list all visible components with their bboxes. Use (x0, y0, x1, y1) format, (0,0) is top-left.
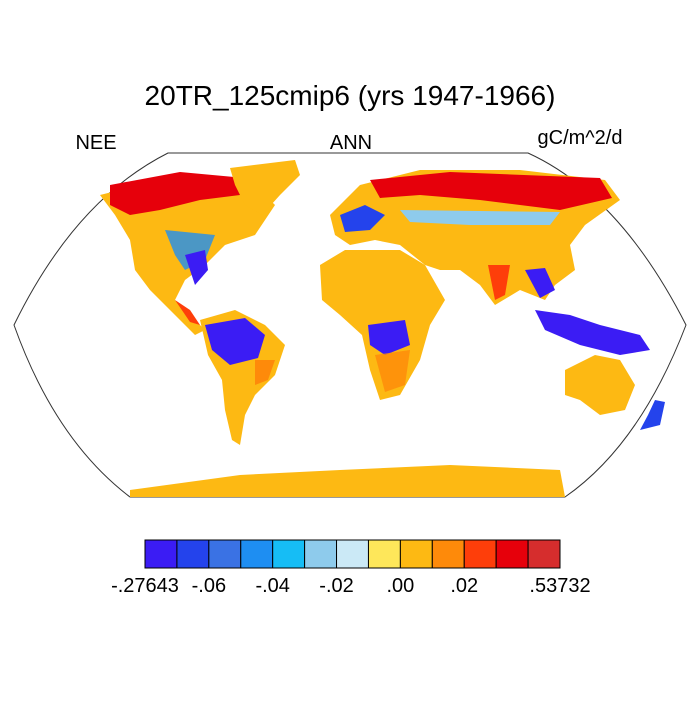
na-arctic (110, 172, 245, 215)
central-america (175, 300, 200, 325)
antarctica (130, 465, 565, 497)
new-zealand (640, 400, 665, 430)
congo (368, 320, 410, 355)
colorbar-box (176, 539, 210, 569)
colorbar-box (431, 539, 465, 569)
southern-africa (375, 350, 410, 392)
boreal (400, 210, 560, 225)
colorbar-box (336, 539, 369, 569)
colorbar-box (495, 539, 529, 569)
colorbar-tick-label: -.02 (319, 575, 353, 597)
map (13, 152, 687, 498)
colorbar-box (208, 539, 242, 569)
se-asia (525, 268, 555, 298)
europe (340, 205, 385, 232)
right-label: gC/m^2/d (538, 127, 623, 149)
colorbar-tick-label: -.06 (192, 575, 226, 597)
colorbar-box (144, 539, 178, 569)
colorbar-tick-label: -.04 (255, 575, 289, 597)
amazon (205, 318, 265, 365)
siberia (370, 172, 612, 210)
india (488, 265, 510, 300)
colorbar-box (272, 539, 306, 569)
colorbar-box (240, 539, 274, 569)
left-label: NEE (75, 132, 116, 154)
colorbar-tick-label: .02 (450, 575, 478, 597)
colorbar-box (367, 539, 401, 569)
colorbar-box (463, 539, 497, 569)
colorbar-tick-label: .53732 (529, 575, 590, 597)
colorbar: -.27643 -.06 -.04 -.02 .00 .02 .53732 (111, 539, 591, 597)
center-label: ANN (330, 132, 372, 154)
australia (565, 355, 635, 415)
colorbar-box (304, 539, 338, 569)
colorbar-tick-label: -.27643 (111, 575, 179, 597)
greenland (230, 160, 300, 215)
colorbar-tick-label: .00 (386, 575, 414, 597)
na-east (185, 250, 208, 285)
sa-east (255, 360, 275, 385)
title: 20TR_125cmip6 (yrs 1947-1966) (145, 80, 556, 111)
indonesia (535, 310, 650, 355)
colorbar-box (399, 539, 433, 569)
colorbar-box (527, 539, 561, 569)
